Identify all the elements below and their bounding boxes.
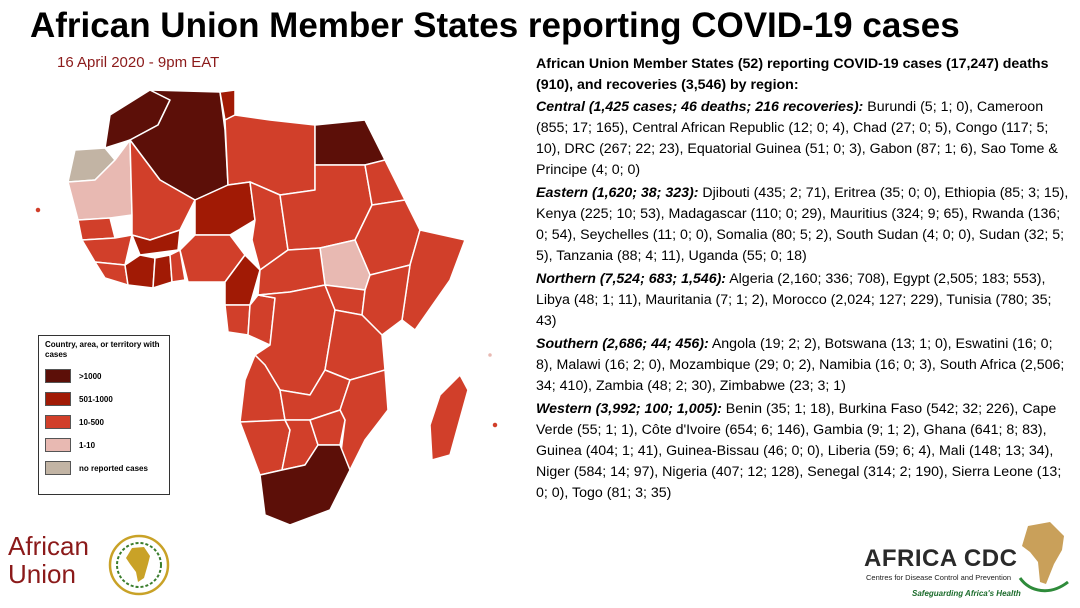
region-paragraph: Northern (7,524; 683; 1,546): Algeria (2… (536, 269, 1070, 332)
map-region-south-africa (259, 444, 351, 526)
legend-item: 10-500 (45, 415, 163, 429)
au-emblem-icon (108, 534, 170, 596)
region-text: Algeria (2,160; 336; 708), Egypt (2,505;… (536, 271, 1052, 329)
map-legend: Country, area, or territory with cases >… (38, 335, 170, 495)
legend-item: 501-1000 (45, 392, 163, 406)
regional-summary-panel: African Union Member States (52) reporti… (536, 54, 1070, 506)
legend-label: 10-500 (79, 417, 104, 427)
summary-heading: African Union Member States (52) reporti… (536, 56, 1049, 93)
map-region-egypt (314, 119, 386, 166)
legend-item: >1000 (45, 369, 163, 383)
au-logo-line2: Union (8, 559, 76, 589)
legend-label: 501-1000 (79, 394, 113, 404)
au-logo-line1: African (8, 531, 89, 561)
region-name: Southern (2,686; 44; 456): (536, 336, 709, 352)
region-text: Burundi (5; 1; 0), Cameroon (855; 17; 16… (536, 99, 1058, 178)
legend-swatch (45, 369, 71, 383)
map-region-cape-verde (34, 206, 42, 214)
legend-label: >1000 (79, 371, 102, 381)
region-text: Djibouti (435; 2; 71), Eritrea (35; 0; 0… (536, 185, 1069, 264)
region-name: Western (3,992; 100; 1,005): (536, 401, 722, 417)
legend-swatch (45, 415, 71, 429)
map-region-burkina-faso (131, 229, 181, 256)
map-region-madagascar (429, 374, 469, 461)
region-name: Central (1,425 cases; 46 deaths; 216 rec… (536, 99, 864, 115)
region-text: Benin (35; 1; 18), Burkina Faso (542; 32… (536, 401, 1062, 501)
legend-swatch (45, 461, 71, 475)
legend-item: no reported cases (45, 461, 163, 475)
africa-cdc-emblem-icon (1018, 522, 1069, 593)
map-region-eritrea (364, 159, 406, 206)
map-region-senegal (77, 217, 116, 241)
map-region-ghana (152, 254, 173, 289)
date-label: 16 April 2020 - 9pm EAT (57, 54, 220, 71)
africa-cdc-logo: AFRICA CDC Centres for Disease Control a… (864, 518, 1074, 606)
african-union-logo: African Union (8, 532, 178, 598)
legend-swatch (45, 438, 71, 452)
map-region-seychelles (486, 351, 494, 359)
map-region-mauritius (491, 421, 499, 429)
cdc-logo-tagline: Safeguarding Africa's Health (912, 589, 1021, 598)
region-name: Eastern (1,620; 38; 323): (536, 185, 699, 201)
region-paragraph: Western (3,992; 100; 1,005): Benin (35; … (536, 399, 1070, 504)
region-text: Angola (19; 2; 2), Botswana (13; 1; 0), … (536, 336, 1065, 394)
map-region-zimbabwe (309, 409, 346, 446)
map-region-sierra-leone-liberia (94, 261, 129, 286)
region-paragraph: Eastern (1,620; 38; 323): Djibouti (435;… (536, 183, 1070, 267)
cdc-logo-subtitle: Centres for Disease Control and Preventi… (866, 573, 1012, 582)
map-region-gabon (224, 304, 251, 336)
page-title: African Union Member States reporting CO… (30, 6, 960, 45)
legend-swatch (45, 392, 71, 406)
cdc-logo-name: AFRICA CDC (864, 545, 1018, 572)
africa-map (34, 89, 499, 526)
region-paragraph: Southern (2,686; 44; 456): Angola (19; 2… (536, 334, 1070, 397)
map-region-cote-divoire (124, 254, 156, 289)
legend-title: Country, area, or territory with cases (45, 340, 160, 359)
map-region-cameroon (224, 254, 261, 306)
legend-label: 1-10 (79, 440, 96, 450)
map-region-guinea (81, 234, 133, 266)
region-paragraph: Central (1,425 cases; 46 deaths; 216 rec… (536, 97, 1070, 181)
region-name: Northern (7,524; 683; 1,546): (536, 271, 727, 287)
legend-item: 1-10 (45, 438, 163, 452)
legend-label: no reported cases (79, 463, 148, 473)
